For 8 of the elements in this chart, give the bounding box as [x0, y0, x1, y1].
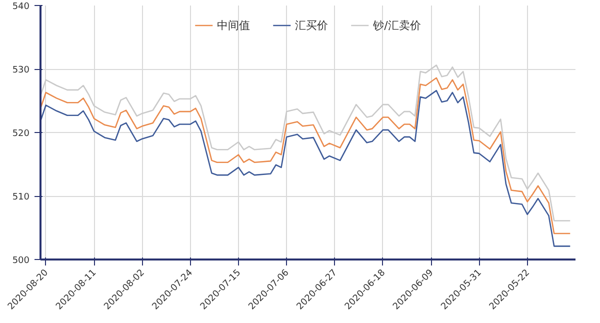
y-tick-label: 520	[12, 129, 30, 139]
legend-label: 钞/汇卖价	[373, 18, 421, 32]
y-tick-label: 510	[12, 192, 30, 202]
y-tick-label: 500	[12, 256, 30, 266]
legend-label: 汇买价	[295, 18, 328, 32]
legend-label: 中间值	[217, 18, 250, 32]
y-tick-label: 540	[12, 2, 30, 12]
y-tick-label: 530	[12, 66, 30, 76]
